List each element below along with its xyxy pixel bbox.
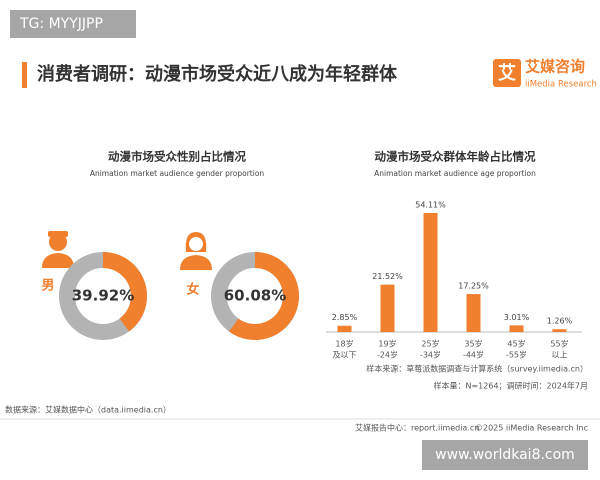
value-label: 2.85% <box>332 313 358 322</box>
watermark-box <box>10 10 136 38</box>
chart-title: 动漫市场受众性别占比情况 <box>108 150 246 164</box>
logo-box <box>493 59 521 87</box>
data-source: 数据来源：艾媒数据中心（data.iimedia.cn） <box>5 405 171 415</box>
x-tick-label: 45岁 <box>507 339 525 349</box>
watermark-bottom: www.worldkai8.com <box>435 447 575 463</box>
value-label: 21.52% <box>372 272 403 281</box>
x-tick-label: 55岁 <box>550 339 568 349</box>
x-tick-label: 18岁 <box>335 339 353 349</box>
value-label: 17.25% <box>458 282 489 291</box>
value-label: 54.11% <box>415 201 446 210</box>
brand-en: iiMedia Research <box>525 80 597 90</box>
brand: 艾媒咨询 <box>525 58 585 76</box>
watermark-box <box>422 440 588 470</box>
donut-segment <box>228 252 299 341</box>
sample-source: 样本来源：草莓派数据调查与计算系统（survey.iimedia.cn） <box>366 364 588 374</box>
chart-subtitle: Animation market audience age proportion <box>374 169 536 178</box>
bar <box>509 325 524 332</box>
value-label: 1.26% <box>547 317 573 326</box>
chart-title: 动漫市场受众群体年龄占比情况 <box>375 150 536 164</box>
x-tick-label: -34岁 <box>420 350 441 360</box>
value-label: 39.92% <box>72 287 134 305</box>
bar <box>423 213 438 332</box>
male-icon <box>42 231 74 268</box>
copyright: ©2025 iiMedia Research Inc <box>475 424 588 433</box>
x-tick-label: -24岁 <box>377 350 398 360</box>
report-center: 艾媒报告中心：report.iimedia.cn <box>355 423 479 433</box>
sample-size: 样本量：N=1264；调研时间：2024年7月 <box>434 381 589 391</box>
x-tick-label: 25岁 <box>421 339 439 349</box>
category-label: 女 <box>186 282 199 298</box>
category-label: 男 <box>41 279 54 294</box>
title-accent <box>22 62 27 88</box>
bar <box>466 294 481 332</box>
female-icon <box>180 232 212 270</box>
bar <box>337 325 352 332</box>
bar <box>380 284 395 332</box>
x-tick-label: -44岁 <box>463 350 484 360</box>
x-tick-label: 19岁 <box>378 339 396 349</box>
donut-segment <box>103 252 147 332</box>
logo-char: 艾 <box>498 62 516 84</box>
value-label: 3.01% <box>504 313 530 322</box>
x-tick-label: 35岁 <box>464 339 482 349</box>
chart-subtitle: Animation market audience gender proport… <box>90 169 265 178</box>
x-tick-label: 以上 <box>552 351 568 360</box>
x-tick-label: 及以下 <box>333 351 357 360</box>
watermark-top: TG: MYYJJPP <box>19 16 103 32</box>
page-title: 消费者调研：动漫市场受众近八成为年轻群体 <box>37 63 398 85</box>
bar <box>552 329 567 332</box>
value-label: 60.08% <box>224 287 286 305</box>
x-tick-label: -55岁 <box>506 350 527 360</box>
